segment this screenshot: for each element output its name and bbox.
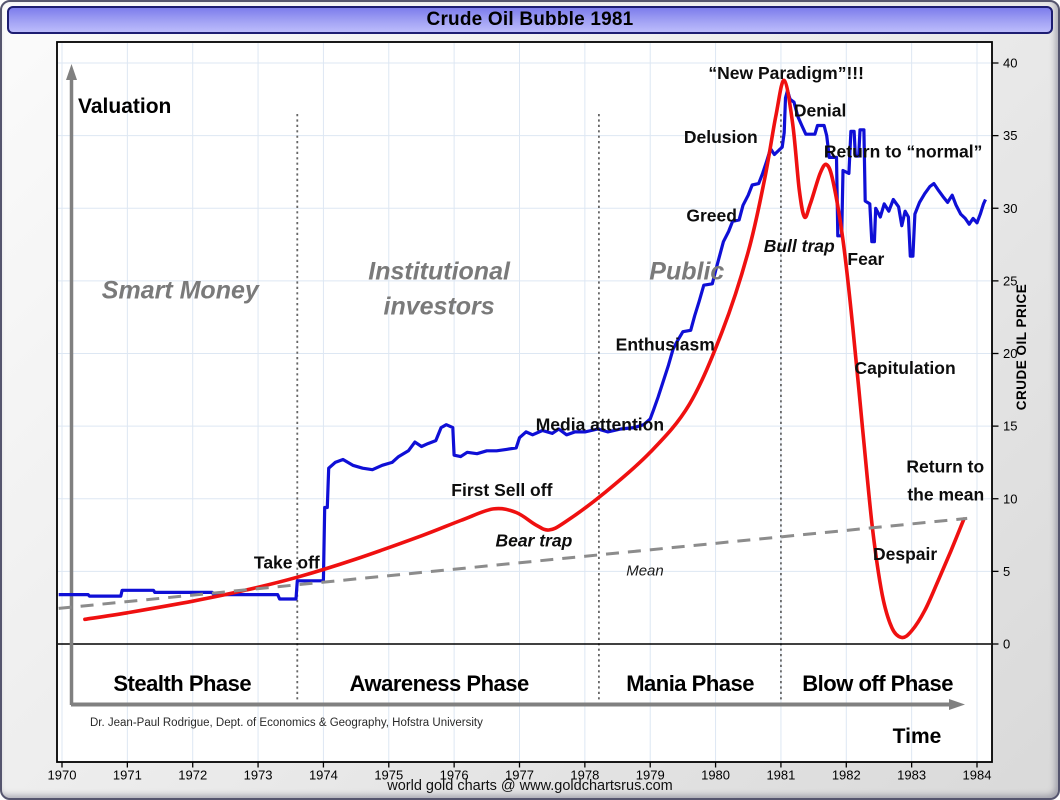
phase-label: Awareness Phase xyxy=(350,671,529,696)
valuation-axis-label: Valuation xyxy=(78,95,171,118)
y-tick-label: 30 xyxy=(1003,201,1017,216)
axis-ticks: 0 5 10 15 20 25 30 35 40 1970 1971 1972 1973 1974 1975… xyxy=(48,56,1018,783)
annotation-capitulation: Capitulation xyxy=(855,358,956,378)
annotation-first-sell-off: First Sell off xyxy=(451,480,552,500)
source-credit: world gold charts @ www.goldchartsrus.co… xyxy=(387,778,673,794)
attribution-text: Dr. Jean-Paul Rodrigue, Dept. of Economi… xyxy=(90,717,483,729)
annotation-bull-trap: Bull trap xyxy=(764,236,835,256)
page-title: Crude Oil Bubble 1981 xyxy=(426,9,634,30)
crude-oil-price-actual xyxy=(58,88,987,601)
valuation-axis-arrow xyxy=(66,64,77,705)
annotations: Smart Money Institutional investors Public T… xyxy=(102,63,984,580)
x-tick-label: 1975 xyxy=(374,768,403,783)
phase-label: Blow off Phase xyxy=(802,671,953,696)
annotation-delusion: Delusion xyxy=(684,127,758,147)
y-tick-label: 20 xyxy=(1003,346,1017,361)
y-axis-title: CRUDE OIL PRICE xyxy=(1014,284,1029,411)
title-bar: Crude Oil Bubble 1981 xyxy=(7,6,1053,34)
x-tick-label: 1976 xyxy=(440,768,469,783)
annotation-public: Public xyxy=(649,257,724,285)
x-tick-label: 1984 xyxy=(963,768,992,783)
price-series xyxy=(58,78,987,640)
x-tick-label: 1972 xyxy=(178,768,207,783)
x-tick-label: 1979 xyxy=(636,768,665,783)
annotation-bear-trap: Bear trap xyxy=(495,531,572,551)
annotation-denial: Denial xyxy=(794,101,847,121)
x-tick-label: 1982 xyxy=(832,768,861,783)
bubble-model-curve xyxy=(83,78,966,640)
annotation-smart-money: Smart Money xyxy=(102,276,260,304)
annotation-fear: Fear xyxy=(847,249,884,269)
y-tick-label: 10 xyxy=(1003,491,1017,506)
x-tick-label: 1971 xyxy=(113,768,142,783)
y-tick-label: 25 xyxy=(1003,273,1017,288)
annotation-take-off: Take off xyxy=(254,552,320,572)
annotation-institutional-investors: Institutional investors xyxy=(368,257,511,320)
mean-line xyxy=(58,516,968,610)
phase-boundary-lines xyxy=(296,114,782,702)
annotation-return-to-normal: Return to “normal” xyxy=(824,141,982,161)
x-tick-label: 1977 xyxy=(505,768,534,783)
x-tick-label: 1983 xyxy=(897,768,926,783)
phase-label: Mania Phase xyxy=(626,671,754,696)
annotation-mean: Mean xyxy=(626,563,664,580)
annotation-return-to-the-mean: Return to the mean xyxy=(906,457,984,505)
grid-lines xyxy=(58,43,991,761)
x-tick-label: 1981 xyxy=(766,768,795,783)
x-tick-label: 1970 xyxy=(48,768,77,783)
y-tick-label: 0 xyxy=(1003,637,1010,652)
annotation-greed: Greed xyxy=(686,205,737,225)
annotation-new-paradigm: “New Paradigm”!!! xyxy=(708,63,864,83)
x-tick-label: 1980 xyxy=(701,768,730,783)
y-tick-label: 5 xyxy=(1003,564,1010,579)
phase-label: Stealth Phase xyxy=(113,671,251,696)
phase-labels: Stealth Phase Awareness Phase Mania Phase B… xyxy=(113,671,953,696)
y-tick-label: 15 xyxy=(1003,419,1017,434)
time-axis-arrow xyxy=(71,699,965,710)
x-tick-label: 1978 xyxy=(570,768,599,783)
time-axis-label: Time xyxy=(893,725,942,748)
annotation-enthusiasm: Enthusiasm xyxy=(616,335,715,355)
x-tick-label: 1973 xyxy=(244,768,273,783)
y-tick-label: 35 xyxy=(1003,128,1017,143)
annotation-despair: Despair xyxy=(873,544,937,564)
y-tick-label: 40 xyxy=(1003,56,1017,71)
x-tick-label: 1974 xyxy=(309,768,338,783)
annotation-media-attention: Media attention xyxy=(536,414,664,434)
